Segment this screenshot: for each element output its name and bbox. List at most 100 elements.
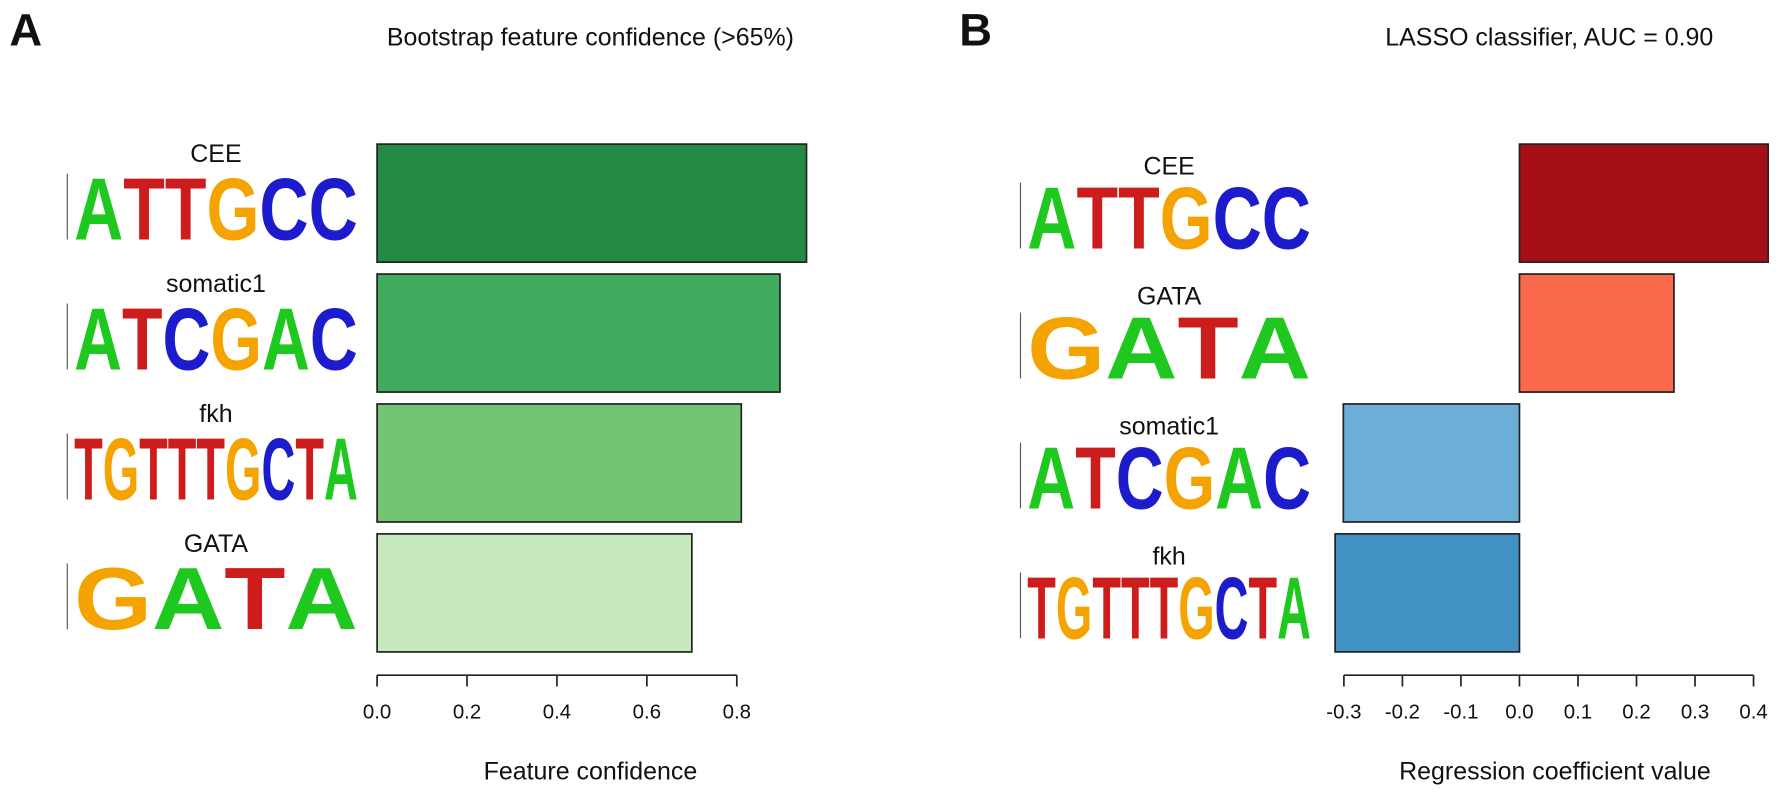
x-axis-label: Feature confidence: [484, 758, 698, 786]
logo-letter: C: [163, 289, 211, 388]
motif-logo: TGTTTGCTA: [1019, 558, 1311, 657]
logo-letter: T: [1075, 428, 1116, 527]
x-axis-label: Regression coefficient value: [1399, 758, 1711, 786]
logo-letter: C: [310, 289, 358, 388]
logo-letter: A: [1105, 298, 1177, 397]
category-label: fkh: [199, 400, 232, 428]
x-tick-label: 0.6: [633, 701, 661, 723]
motif-logo: ATCGAC: [66, 289, 358, 388]
bar: [1342, 403, 1521, 523]
x-tick-label: 0.0: [363, 701, 391, 723]
logo-letter: T: [1076, 169, 1118, 268]
x-tick-label: 0.4: [1739, 701, 1767, 723]
logo-letter: G: [1164, 428, 1216, 527]
motif-logo-letters: G A TA: [74, 549, 358, 648]
logo-letter: T: [1027, 558, 1056, 657]
category-label: somatic1: [166, 270, 266, 298]
motif-logo-letters: ATCGAC: [1027, 428, 1311, 527]
motif-logo-letters: G A TA: [1027, 298, 1311, 397]
logo-letter: C: [1116, 428, 1164, 527]
logo-letter: C: [261, 419, 295, 518]
x-tick-label: 0.2: [1622, 701, 1650, 723]
panel-title: Bootstrap feature confidence (>65%): [387, 23, 794, 51]
logo-letter: T: [74, 419, 103, 518]
logo-letter: T: [1249, 558, 1278, 657]
logo-letter: T: [168, 419, 197, 518]
logo-letter: T: [165, 159, 207, 258]
panel-title: LASSO classifier, AUC = 0.90: [1385, 23, 1713, 51]
logo-letter: A: [1027, 428, 1075, 527]
logo-letter: G: [210, 289, 262, 388]
panel-label: B: [959, 4, 992, 55]
logo-letter: T: [123, 159, 165, 258]
category-label: GATA: [184, 530, 249, 558]
logo-letter: C: [1262, 169, 1311, 268]
logo-letter: T: [1118, 169, 1160, 268]
logo-letter: T: [139, 419, 168, 518]
logo-letter: G: [74, 549, 152, 648]
logo-letter: G: [225, 419, 261, 518]
category-label: GATA: [1137, 282, 1202, 310]
logo-letter: C: [309, 159, 358, 258]
motif-logo-letters: ATTGCC: [1027, 169, 1311, 268]
x-tick-label: 0.3: [1681, 701, 1709, 723]
logo-letter: A: [1215, 428, 1263, 527]
logo-letter: G: [1178, 558, 1214, 657]
logo-letter: A: [324, 419, 358, 518]
motif-logo: ATCGAC: [1019, 428, 1311, 527]
bar: [376, 143, 808, 263]
panel-label: A: [9, 4, 42, 55]
logo-letter: A: [1027, 169, 1076, 268]
logo-letter: T: [1178, 298, 1239, 397]
x-tick-label: 0.2: [453, 701, 481, 723]
logo-letter: A: [74, 159, 123, 258]
motif-logo: TGTTTGCTA: [66, 419, 358, 518]
logo-letter: G: [206, 159, 259, 258]
logo-letter: A: [152, 549, 224, 648]
category-label: CEE: [190, 140, 241, 168]
category-label: CEE: [1143, 153, 1194, 181]
motif-logo-letters: TGTTTGCTA: [74, 419, 358, 518]
x-tick-label: -0.2: [1385, 701, 1420, 723]
bar: [1518, 273, 1675, 393]
motif-logo-letters: ATTGCC: [74, 159, 358, 258]
logo-letter: A: [1239, 298, 1311, 397]
bar: [1518, 143, 1770, 263]
category-label: somatic1: [1119, 412, 1219, 440]
logo-letter: A: [285, 549, 357, 648]
logo-letter: T: [122, 289, 163, 388]
motif-logo-letters: TGTTTGCTA: [1027, 558, 1311, 657]
logo-letter: C: [1213, 169, 1262, 268]
x-tick-label: 0.1: [1564, 701, 1592, 723]
bar: [376, 533, 693, 653]
bar: [376, 273, 781, 393]
x-tick-label: 0.8: [723, 701, 751, 723]
logo-letter: T: [1121, 558, 1150, 657]
motif-logo: G A TA: [66, 549, 358, 648]
logo-letter: T: [224, 549, 285, 648]
motif-logo: ATTGCC: [1019, 169, 1311, 268]
logo-letter: A: [262, 289, 310, 388]
x-tick-label: -0.1: [1443, 701, 1478, 723]
bar: [1334, 533, 1521, 653]
bar: [376, 403, 743, 523]
logo-letter: T: [196, 419, 225, 518]
logo-letter: C: [1263, 428, 1311, 527]
x-tick-label: 0.4: [543, 701, 571, 723]
logo-letter: T: [1092, 558, 1121, 657]
logo-letter: T: [295, 419, 324, 518]
logo-letter: G: [103, 419, 139, 518]
motif-logo-letters: ATCGAC: [74, 289, 358, 388]
logo-letter: C: [1215, 558, 1249, 657]
motif-logo: G A TA: [1019, 298, 1311, 397]
logo-letter: G: [1056, 558, 1092, 657]
x-tick-label: -0.3: [1326, 701, 1361, 723]
x-tick-label: 0.0: [1505, 701, 1533, 723]
logo-letter: G: [1027, 298, 1105, 397]
logo-letter: A: [1277, 558, 1311, 657]
logo-letter: T: [1150, 558, 1179, 657]
logo-letter: G: [1160, 169, 1213, 268]
logo-letter: C: [259, 159, 308, 258]
